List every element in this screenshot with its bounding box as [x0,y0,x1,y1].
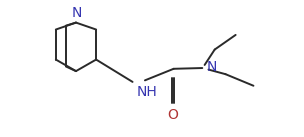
Text: O: O [168,108,178,122]
Text: N: N [71,6,82,20]
Text: N: N [206,60,216,74]
Text: NH: NH [136,85,157,99]
